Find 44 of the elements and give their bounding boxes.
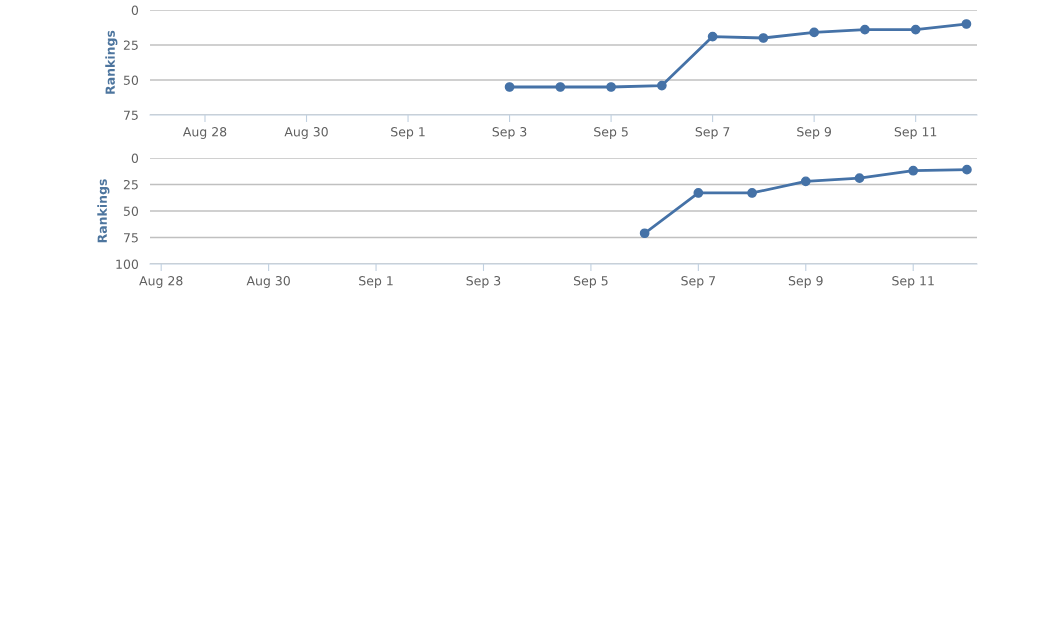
point [961, 19, 972, 29]
y-tick-label: 75 [124, 110, 138, 120]
x-tick-label: Sep 3 [466, 276, 501, 288]
y-tick-label: 100 [116, 259, 139, 269]
y-tick-label: 50 [123, 206, 139, 216]
point [656, 80, 667, 91]
point [747, 188, 757, 198]
x-tick-label: Sep 9 [797, 127, 831, 139]
point [639, 228, 650, 239]
x-tick-label: Aug 28 [139, 276, 183, 288]
point [606, 82, 616, 92]
x-tick-label: Sep 5 [594, 127, 628, 139]
x-tick-label: Sep 11 [892, 276, 934, 288]
y-tick-label: 0 [131, 153, 139, 163]
point [910, 24, 921, 35]
y-tick-label: 25 [123, 179, 138, 190]
x-tick-label: Sep 7 [681, 276, 716, 288]
point [800, 176, 811, 187]
point [707, 31, 718, 42]
x-tick-label: Sep 11 [894, 127, 937, 139]
x-tick-label: Sep 3 [492, 127, 527, 139]
x-tick-label: Sep 5 [574, 276, 608, 288]
y-tick-label: 25 [123, 40, 138, 50]
x-tick-label: Aug 28 [182, 127, 227, 139]
y-axis-title: Rankings [97, 179, 110, 243]
x-tick-label: Sep 1 [391, 127, 425, 139]
point [693, 188, 704, 198]
point [555, 82, 566, 92]
point [962, 164, 972, 175]
point [908, 165, 919, 176]
x-tick-label: Sep 9 [788, 276, 823, 288]
y-tick-label: 50 [123, 75, 139, 85]
point [809, 27, 819, 38]
y-tick-label: 75 [124, 233, 138, 243]
x-tick-label: Aug 30 [284, 127, 328, 139]
x-tick-label: Sep 7 [695, 127, 730, 139]
point [854, 173, 865, 184]
x-tick-label: Aug 30 [246, 276, 290, 288]
point [504, 82, 515, 92]
y-tick-label: 0 [131, 5, 139, 15]
point [860, 24, 870, 35]
x-tick-label: Sep 1 [359, 276, 393, 288]
y-axis-title: Rankings [105, 30, 118, 94]
point [758, 33, 769, 43]
